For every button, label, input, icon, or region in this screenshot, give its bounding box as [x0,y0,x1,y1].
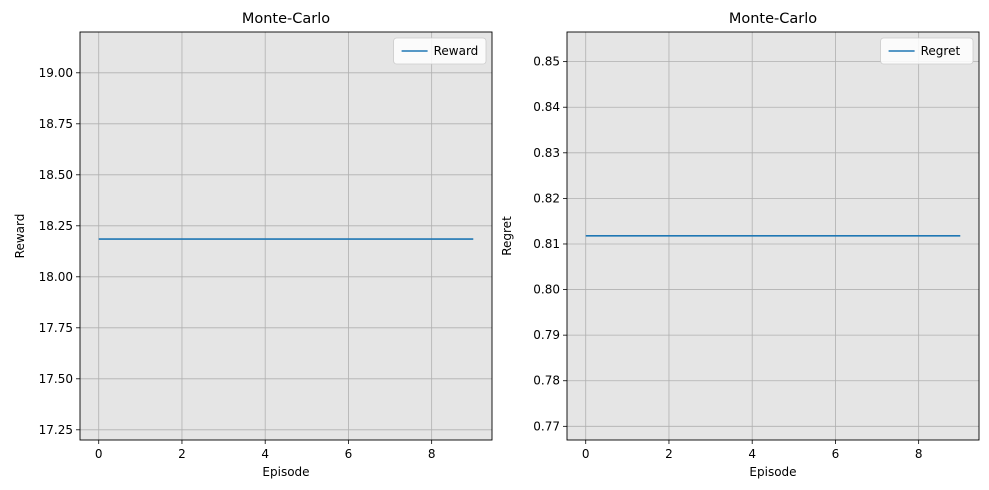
y-tick-label: 17.50 [39,372,73,386]
legend: Regret [880,37,974,65]
y-tick-label: 0.81 [533,237,560,251]
x-tick-label: 6 [345,447,353,461]
x-tick-label: 4 [748,447,756,461]
chart-title: Monte-Carlo [242,11,330,27]
legend-label: Reward [434,44,479,58]
y-tick-label: 17.75 [39,321,73,335]
x-tick-label: 8 [915,447,923,461]
y-tick-label: 0.84 [533,100,560,114]
y-tick-label: 0.79 [533,328,560,342]
legend-box [880,37,974,65]
axes-frame [79,31,493,441]
y-tick-label: 0.82 [533,191,560,205]
axes-frame [566,31,980,441]
legend: Reward [393,37,487,65]
x-tick-label: 6 [832,447,840,461]
x-axis-label: Episode [749,465,796,479]
plot-area [80,32,492,440]
x-tick-label: 0 [582,447,590,461]
legend-box [393,37,487,65]
x-tick-label: 0 [95,447,103,461]
y-tick-label: 19.00 [39,66,73,80]
y-axis-label: Regret [500,216,514,256]
chart-title: Monte-Carlo [729,11,817,27]
y-tick-label: 18.00 [39,270,73,284]
y-tick-label: 18.50 [39,168,73,182]
y-tick-label: 0.85 [533,55,560,69]
y-tick-label: 17.25 [39,423,73,437]
x-axis-label: Episode [262,465,309,479]
y-axis-label: Reward [13,214,27,259]
y-tick-label: 0.83 [533,146,560,160]
y-tick-label: 0.78 [533,374,560,388]
reward-chart-panel: 0 2 4 6 8 17.25 17.50 17.75 18.00 18.25 18.50 18.75… [13,11,493,479]
x-tick-label: 4 [261,447,269,461]
y-tick-label: 0.80 [533,283,560,297]
x-tick-label: 8 [428,447,436,461]
y-tick-label: 18.75 [39,117,73,131]
y-tick-label: 18.25 [39,219,73,233]
legend-label: Regret [921,44,961,58]
regret-chart-panel: 0 2 4 6 8 0.77 0.78 0.79 0.80 0.81 0.82 0.83 0.84 0.8… [500,11,980,479]
y-tick-label: 0.77 [533,419,560,433]
x-tick-label: 2 [665,447,673,461]
x-tick-label: 2 [178,447,186,461]
